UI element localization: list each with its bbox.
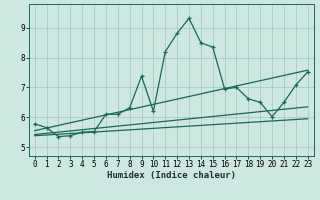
X-axis label: Humidex (Indice chaleur): Humidex (Indice chaleur) (107, 171, 236, 180)
